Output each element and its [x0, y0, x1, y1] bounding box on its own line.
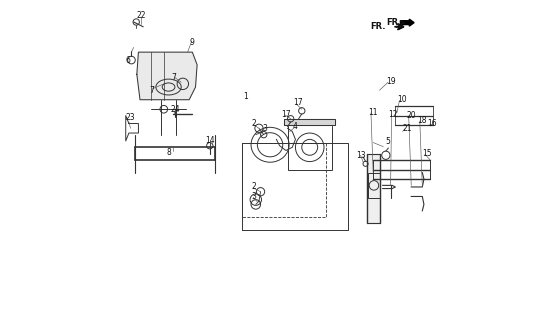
- Text: 10: 10: [397, 95, 406, 104]
- FancyArrowPatch shape: [396, 25, 403, 29]
- Text: 24: 24: [170, 105, 180, 114]
- Text: 1: 1: [243, 92, 248, 101]
- Text: 9: 9: [189, 38, 194, 47]
- Text: 17: 17: [293, 99, 303, 108]
- Text: 2: 2: [251, 119, 256, 128]
- Text: 20: 20: [406, 111, 416, 120]
- Bar: [369, 173, 380, 198]
- Text: 4: 4: [292, 122, 297, 131]
- Text: 12: 12: [389, 109, 398, 118]
- Text: 22: 22: [137, 11, 146, 20]
- Text: 17: 17: [281, 109, 291, 118]
- Text: 18: 18: [418, 116, 427, 125]
- Polygon shape: [367, 154, 380, 223]
- Text: 8: 8: [166, 148, 171, 156]
- Text: 7: 7: [150, 86, 155, 95]
- Text: FR.: FR.: [386, 18, 401, 27]
- Bar: [287, 125, 332, 170]
- FancyArrow shape: [400, 19, 414, 26]
- Text: 3: 3: [251, 192, 256, 201]
- Text: 23: 23: [125, 113, 135, 122]
- Text: 7: 7: [172, 73, 177, 82]
- Polygon shape: [137, 52, 197, 100]
- Polygon shape: [284, 119, 335, 125]
- Text: 11: 11: [369, 108, 378, 117]
- Text: 14: 14: [205, 136, 215, 146]
- Text: 13: 13: [356, 151, 365, 160]
- Text: 21: 21: [403, 124, 412, 133]
- Text: 16: 16: [427, 119, 436, 128]
- Text: 6: 6: [125, 56, 130, 65]
- Text: 19: 19: [386, 77, 395, 86]
- Text: 15: 15: [423, 149, 432, 158]
- Text: FR.: FR.: [370, 22, 386, 31]
- Text: 3: 3: [262, 124, 267, 133]
- Text: 5: 5: [386, 137, 391, 146]
- Text: 2: 2: [251, 182, 256, 191]
